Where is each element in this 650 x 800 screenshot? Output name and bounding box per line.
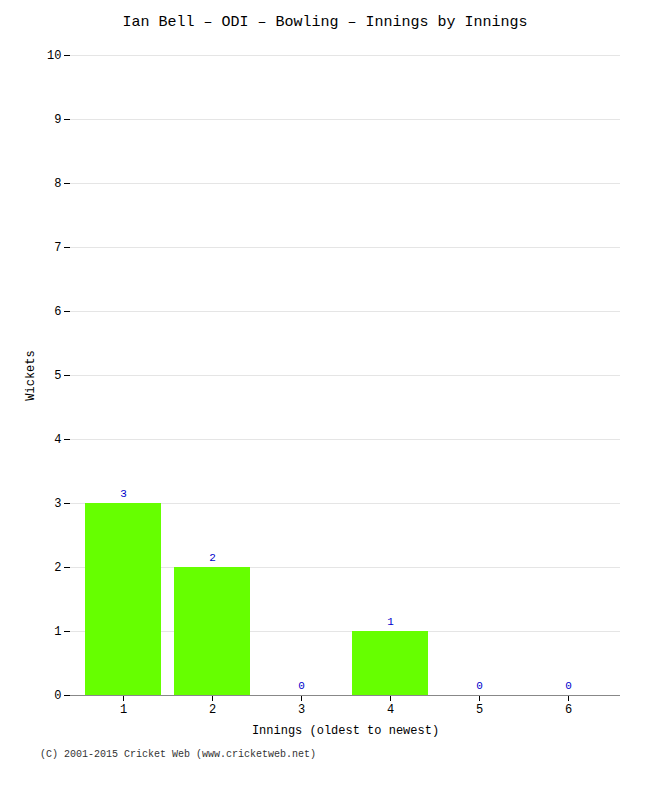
svg-text:5: 5	[476, 703, 483, 717]
svg-text:7: 7	[54, 241, 61, 255]
svg-text:6: 6	[54, 305, 61, 319]
svg-text:4: 4	[54, 433, 61, 447]
svg-text:3: 3	[54, 497, 61, 511]
html-text:(C) 2001-2015 Cricket Web (www: (C) 2001-2015 Cricket Web (www.cricketwe…	[40, 749, 316, 760]
svg-text:0: 0	[565, 680, 572, 692]
svg-text:2: 2	[209, 703, 216, 717]
svg-text:Wickets: Wickets	[24, 350, 38, 400]
svg-text:0: 0	[298, 680, 305, 692]
svg-text:4: 4	[387, 703, 394, 717]
svg-text:Innings (oldest to newest): Innings (oldest to newest)	[252, 724, 439, 738]
svg-text:1: 1	[120, 703, 127, 717]
svg-text:2: 2	[209, 552, 216, 564]
svg-text:3: 3	[120, 488, 127, 500]
svg-text:0: 0	[54, 689, 61, 703]
svg-text:3: 3	[298, 703, 305, 717]
svg-text:8: 8	[54, 177, 61, 191]
html-text:Ian Bell – ODI – Bowling – Inn: Ian Bell – ODI – Bowling – Innings by In…	[122, 14, 528, 31]
svg-text:9: 9	[54, 113, 61, 127]
svg-text:2: 2	[54, 561, 61, 575]
svg-text:6: 6	[565, 703, 572, 717]
svg-text:1: 1	[387, 616, 394, 628]
svg-text:10: 10	[47, 49, 61, 63]
svg-text:1: 1	[54, 625, 61, 639]
svg-text:0: 0	[476, 680, 483, 692]
svg-text:5: 5	[54, 369, 61, 383]
